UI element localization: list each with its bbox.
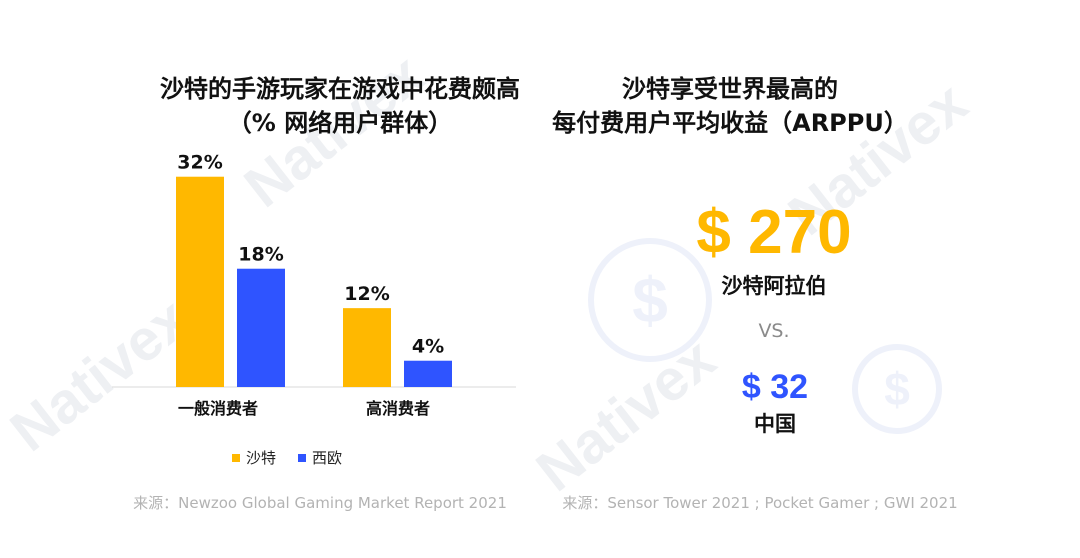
bar-value-label: 4%	[412, 336, 444, 358]
legend-swatch-saudi	[232, 453, 240, 462]
left-source-note: 来源：Newzoo Global Gaming Market Report 20…	[133, 494, 507, 512]
category-label: 一般消费者	[178, 399, 258, 418]
bar-value-label: 32%	[177, 152, 222, 174]
chart-legend: 沙特 西欧	[232, 447, 342, 468]
legend-swatch-western-europe	[298, 453, 307, 462]
right-source-note: 来源：Sensor Tower 2021 ; Pocket Gamer ; GW…	[562, 494, 958, 512]
saudi-region-label: 沙特阿拉伯	[721, 274, 827, 298]
saudi-arppu-value: $ 270	[696, 198, 852, 267]
china-arppu-value: $ 32	[741, 368, 809, 406]
vs-label: VS.	[758, 320, 790, 342]
bar	[343, 308, 391, 387]
bar	[404, 360, 452, 387]
left-title-line1: 沙特的手游玩家在游戏中花费颇高	[160, 75, 520, 103]
legend-item-western-europe: 西欧	[298, 447, 342, 468]
left-panel-title: 沙特的手游玩家在游戏中花费颇高 （% 网络用户群体）	[80, 72, 600, 140]
bar-value-label: 18%	[238, 244, 283, 266]
legend-label-western-europe: 西欧	[312, 449, 343, 467]
right-panel-title: 沙特享受世界最高的 每付费用户平均收益（ARPPU）	[500, 72, 960, 140]
left-title-line2: （% 网络用户群体）	[227, 109, 453, 137]
china-region-label: 中国	[754, 412, 796, 436]
legend-item-saudi: 沙特	[232, 447, 276, 468]
bar	[237, 268, 285, 387]
legend-label-saudi: 沙特	[246, 449, 277, 467]
bar	[176, 176, 224, 387]
right-title-line1: 沙特享受世界最高的	[622, 75, 838, 103]
bar-value-label: 12%	[344, 283, 389, 305]
right-title-line2: 每付费用户平均收益（ARPPU）	[552, 109, 908, 137]
category-label: 高消费者	[366, 399, 430, 418]
